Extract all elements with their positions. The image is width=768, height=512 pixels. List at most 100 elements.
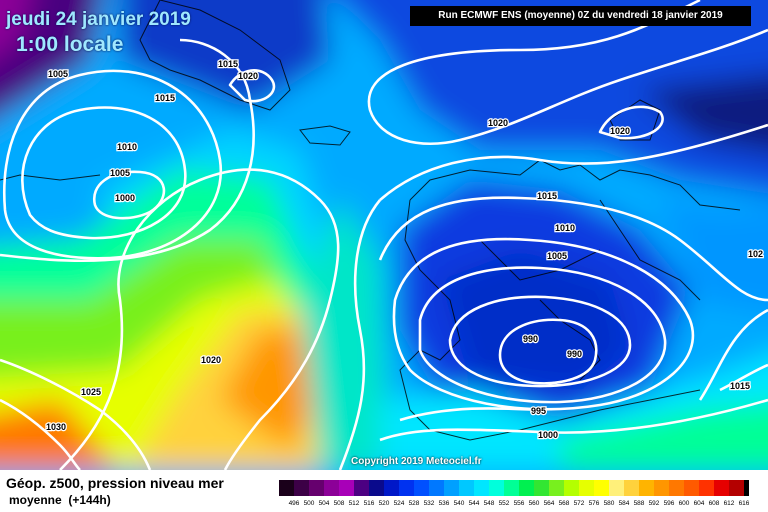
legend-swatch xyxy=(309,480,324,496)
legend-swatch xyxy=(579,480,594,496)
isobar-label: 102 xyxy=(748,249,763,259)
forecast-time: 1:00 locale xyxy=(16,33,124,56)
legend-swatch xyxy=(609,480,624,496)
legend-tick-label: 532 xyxy=(424,500,435,507)
legend-tick-label: 540 xyxy=(454,500,465,507)
run-info: Run ECMWF ENS (moyenne) 0Z du vendredi 1… xyxy=(410,6,751,26)
legend-swatch xyxy=(414,480,429,496)
color-legend: 496 500 504 508 512 516 520 524 528 532 536 540 544 5… xyxy=(279,480,749,507)
isobar-label: 1015 xyxy=(537,191,557,201)
isobar-1020-arctic xyxy=(228,69,276,103)
legend-swatch xyxy=(639,480,654,496)
legend-tick-label: 548 xyxy=(484,500,495,507)
map-title: Géop. z500, pression niveau mer xyxy=(6,475,224,491)
legend-tick-label: 616 xyxy=(739,500,749,507)
isobar-995-europe xyxy=(448,295,632,388)
legend-swatch xyxy=(489,480,504,496)
isobar-label: 1030 xyxy=(46,422,66,432)
isobar-label: 1015 xyxy=(155,93,175,103)
legend-tick-label: 552 xyxy=(499,500,510,507)
isobar-1005-europe xyxy=(392,237,695,411)
legend-swatch xyxy=(714,480,729,496)
legend-tick-label: 564 xyxy=(544,500,555,507)
legend-swatch xyxy=(324,480,339,496)
isobar-labels: 1005 1015 1020 1015 1010 1005 1000 1020 … xyxy=(45,58,765,442)
isobar-label: 1010 xyxy=(555,223,575,233)
forecast-date: jeudi 24 janvier 2019 xyxy=(6,9,191,30)
copyright: Copyright 2019 Meteociel.fr xyxy=(351,456,482,467)
subtitle-lead: (+144h) xyxy=(68,493,111,507)
legend-tick-label: 580 xyxy=(604,500,615,507)
legend-swatch xyxy=(534,480,549,496)
isobar-label: 1020 xyxy=(610,126,630,136)
legend-tick-label: 500 xyxy=(304,500,315,507)
legend-tick-label: 612 xyxy=(724,500,735,507)
isobar-1000-greenland xyxy=(92,170,166,220)
legend-tick-label: 588 xyxy=(634,500,645,507)
coastlines xyxy=(0,0,741,441)
legend-tick-label: 592 xyxy=(649,500,660,507)
legend-swatch xyxy=(369,480,384,496)
isobar-label: 1015 xyxy=(218,59,238,69)
legend-tick-label: 508 xyxy=(334,500,345,507)
subtitle-mean: moyenne xyxy=(9,493,62,507)
isobar-1010-east xyxy=(719,363,768,392)
isobar-label: 1020 xyxy=(488,118,508,128)
isobar-1015-greenland xyxy=(0,38,255,263)
legend-swatch xyxy=(429,480,444,496)
legend-swatch xyxy=(564,480,579,496)
isobar-label: 1020 xyxy=(201,355,221,365)
legend-tick-label: 544 xyxy=(469,500,480,507)
legend-tick-label: 604 xyxy=(694,500,705,507)
legend-swatch xyxy=(504,480,519,496)
isobar-1025-atlantic xyxy=(0,358,152,470)
isobar-label: 1000 xyxy=(538,430,558,440)
legend-tick-label: 560 xyxy=(529,500,540,507)
isobar-1005-greenland xyxy=(21,106,187,240)
legend-tick-label: 516 xyxy=(364,500,375,507)
isobar-1000-mediterranean xyxy=(379,398,768,442)
geopotential-field xyxy=(0,0,768,470)
isobar-label: 1005 xyxy=(110,168,130,178)
legend-swatch xyxy=(474,480,489,496)
isobar-label: 1005 xyxy=(48,69,68,79)
isobar-1020-atlantic xyxy=(59,168,340,470)
legend-tick-label: 528 xyxy=(409,500,420,507)
legend-tick-label: 520 xyxy=(379,500,390,507)
isobar-1030-atlantic xyxy=(0,398,81,470)
legend-swatch xyxy=(519,480,534,496)
legend-swatch xyxy=(399,480,414,496)
footer: Géop. z500, pression niveau mer moyenne … xyxy=(0,470,768,512)
legend-tick-label: 568 xyxy=(559,500,570,507)
isobar-label: 1005 xyxy=(547,251,567,261)
isobar-label: 1015 xyxy=(730,381,750,391)
legend-tick-label: 600 xyxy=(679,500,690,507)
legend-tick-label: 576 xyxy=(589,500,600,507)
legend-swatch xyxy=(594,480,609,496)
legend-swatch xyxy=(354,480,369,496)
legend-swatch xyxy=(444,480,459,496)
isobar-995-south xyxy=(399,407,541,422)
isobar-label: 990 xyxy=(523,334,538,344)
isobar-label: 995 xyxy=(531,406,546,416)
legend-swatch xyxy=(549,480,564,496)
isobar-990-low xyxy=(498,318,598,385)
isobar-1000-europe xyxy=(418,266,667,404)
isobar-1015-atlantic-west xyxy=(338,199,381,470)
legend-tick-label: 608 xyxy=(709,500,720,507)
legend-swatch xyxy=(339,480,354,496)
legend-tick-label: 524 xyxy=(394,500,405,507)
legend-tick-label: 512 xyxy=(349,500,360,507)
legend-tick-label: 504 xyxy=(319,500,330,507)
isobar-1010-greenland xyxy=(3,69,223,260)
legend-swatch xyxy=(279,480,294,496)
legend-swatch xyxy=(624,480,639,496)
isobar-1015-europe xyxy=(379,123,768,201)
isobar-label: 1020 xyxy=(238,71,258,81)
isobar-label: 1010 xyxy=(117,142,137,152)
isobar-1020-scandinavia xyxy=(598,105,664,140)
legend-tick-label: 572 xyxy=(574,500,585,507)
legend-swatch xyxy=(699,480,714,496)
legend-tick-label: 536 xyxy=(439,500,450,507)
isobar-label: 990 xyxy=(567,349,582,359)
